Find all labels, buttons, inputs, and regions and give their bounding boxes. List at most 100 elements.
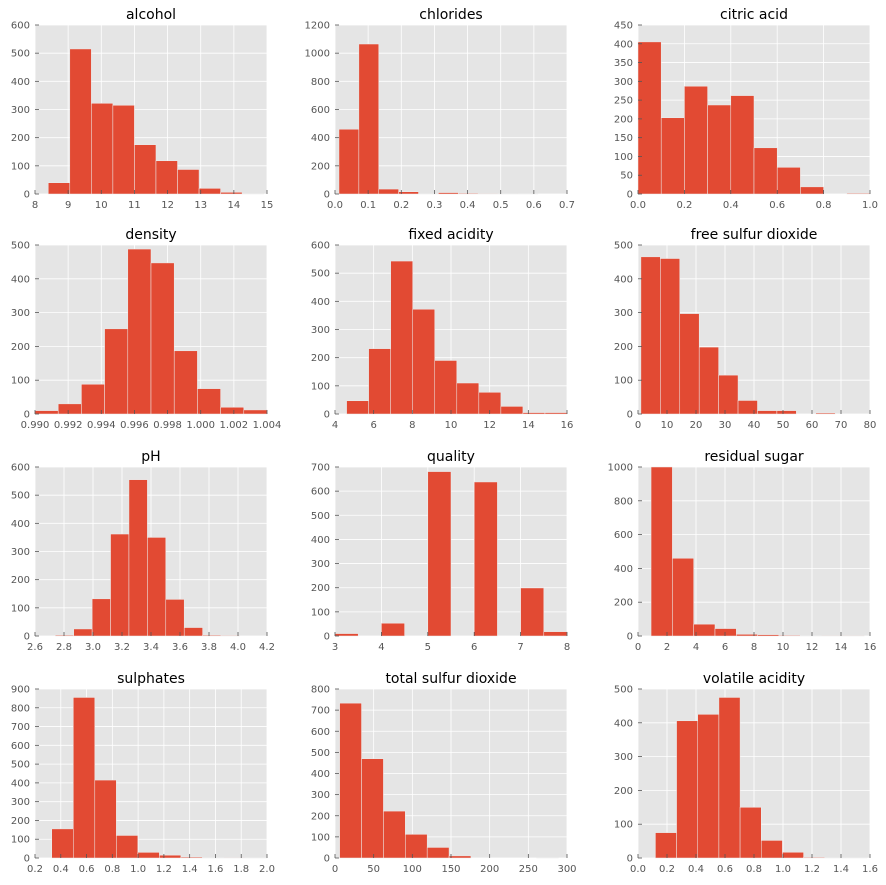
subplot-citric-acid: 0.0 0.2 0.4 0.6 0.8 1.0 0 50 100 150 200 250 300 350 4… [614,7,878,211]
y-tick-label: 1000 [305,49,330,60]
y-tick-label: 300 [11,308,30,319]
x-tick-label: 3.6 [172,642,188,653]
histogram-bar [73,628,93,637]
histogram-bar [339,702,362,859]
histogram-bar [51,828,74,859]
y-tick-label: 200 [311,353,330,364]
x-tick-label: 4.0 [230,642,246,653]
y-tick-label: 500 [11,49,30,60]
y-tick-label: 500 [311,748,330,759]
x-tick-label: 2 [664,642,670,653]
x-tick-label: 0.4 [460,200,476,211]
histogram-bar [753,147,778,195]
histogram-bar [672,558,694,637]
x-tick-label: 0.6 [526,200,542,211]
x-tick-label: 6 [722,642,728,653]
y-tick-label: 0 [627,854,633,865]
histogram-bar [116,835,139,859]
x-tick-label: 4 [693,642,699,653]
histogram-bar [358,43,379,195]
x-tick-label: 0.1 [360,200,376,211]
subplot-title: chlorides [419,7,482,23]
y-tick-label: 100 [11,161,30,172]
histogram-bar [520,587,545,637]
x-tick-label: 70 [835,420,848,431]
x-tick-label: 16 [864,642,877,653]
x-tick-label: 7 [517,642,523,653]
histogram-bar [338,128,360,195]
x-tick-label: 1.4 [833,864,849,875]
histogram-bar [684,85,708,195]
y-tick-label: 0 [324,190,330,201]
y-tick-label: 800 [11,703,30,714]
y-tick-label: 300 [311,559,330,570]
histogram-bar [57,403,82,415]
histogram-bar [220,635,240,637]
histogram-bar [147,537,167,637]
x-tick-label: 1.000 [186,420,215,431]
x-tick-label: 14 [227,200,240,211]
subplot-volatile-acidity: 0.0 0.2 0.4 0.6 0.8 1.0 1.2 1.4 1.6 0 100 200 300 400… [614,671,878,875]
subplot-title: pH [141,449,160,465]
y-tick-label: 0 [324,854,330,865]
histogram-bar [180,856,203,859]
histogram-bar [473,481,498,637]
histogram-bar [91,103,114,195]
x-tick-label: 0.4 [723,200,739,211]
y-tick-label: 400 [11,778,30,789]
x-tick-label: 3 [332,642,338,653]
x-tick-label: 10 [95,200,108,211]
y-tick-label: 300 [311,325,330,336]
x-tick-label: 0.2 [659,864,675,875]
histogram-bar [803,857,826,859]
x-tick-label: 0.990 [21,420,50,431]
subplot-title: citric acid [720,7,788,23]
x-tick-label: 0.2 [27,864,43,875]
x-tick-label: 14 [522,420,535,431]
histogram-bar [55,634,74,637]
x-tick-label: 2.6 [27,642,43,653]
histogram-bar [73,697,96,859]
y-tick-label: 100 [614,152,633,163]
x-tick-label: 1.6 [207,864,223,875]
y-tick-label: 0 [24,854,30,865]
x-tick-label: 15 [261,200,274,211]
x-tick-label: 0.996 [120,420,149,431]
x-tick-label: 1.6 [862,864,878,875]
x-tick-label: 3.2 [114,642,130,653]
histogram-bar [383,810,406,859]
x-tick-label: 0.0 [630,864,646,875]
y-tick-label: 500 [11,760,30,771]
y-tick-label: 200 [11,342,30,353]
subplot-title: residual sugar [704,449,804,465]
histogram-bar [543,631,568,637]
histogram-bar [155,160,178,195]
y-tick-label: 500 [311,511,330,522]
histogram-bar [676,720,698,859]
histogram-bar [81,384,105,415]
x-tick-label: 1.8 [233,864,249,875]
y-tick-label: 900 [11,685,30,696]
histogram-bar [698,346,719,415]
x-tick-label: 8 [564,642,570,653]
x-tick-label: 9 [65,200,71,211]
y-tick-label: 200 [11,816,30,827]
x-tick-label: 150 [441,864,460,875]
y-tick-label: 350 [614,58,633,69]
subplot-alcohol: 8 9 10 11 12 13 14 15 0 100 200 300 400 500 600 alcohol [11,7,273,211]
y-tick-label: 400 [11,519,30,530]
x-tick-label: 30 [719,420,732,431]
histogram-bar [736,634,758,637]
histogram-bar [650,466,673,637]
x-tick-label: 5 [425,642,431,653]
x-tick-label: 40 [748,420,761,431]
x-tick-label: 11 [128,200,141,211]
histogram-bar [243,409,268,415]
histogram-bar [815,412,836,415]
y-tick-label: 600 [311,487,330,498]
x-tick-label: 50 [777,420,790,431]
histogram-bar [134,144,157,195]
histogram-bar [173,350,198,415]
y-tick-label: 400 [311,769,330,780]
x-tick-label: 0.2 [393,200,409,211]
